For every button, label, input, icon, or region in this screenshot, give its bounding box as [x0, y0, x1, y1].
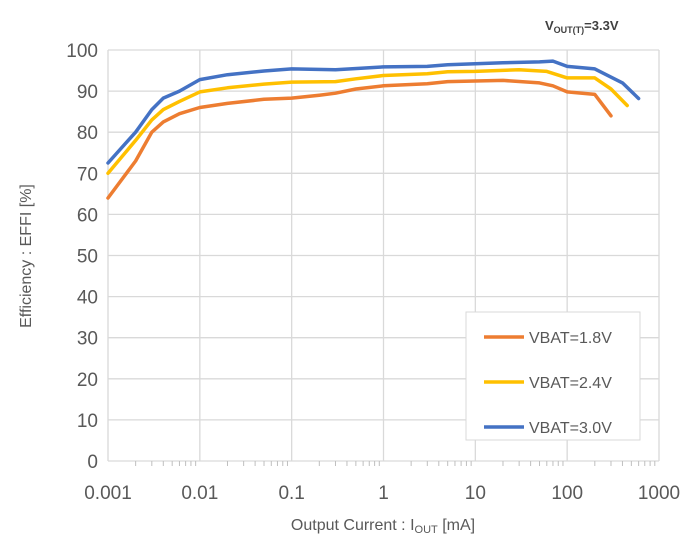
x-tick-label: 0.001	[84, 483, 132, 504]
y-tick-label: 50	[77, 247, 98, 268]
minor-ticks	[135, 461, 656, 466]
legend-label: VBAT=2.4V	[529, 375, 612, 392]
tick-labels: 0 10 20 30 40 50 60 70 80 90 100 0.001 0.01 0.1 1 10 100…	[66, 41, 680, 504]
y-tick-label: 100	[66, 41, 98, 62]
x-axis-label: Output Current : IOUT [mA]	[291, 517, 475, 536]
y-tick-label: 40	[77, 288, 98, 309]
y-tick-label: 60	[77, 205, 98, 226]
series-line-2	[106, 59, 641, 165]
x-tick-label: 1	[378, 483, 389, 504]
series-lines	[106, 59, 641, 200]
legend-box	[465, 311, 641, 441]
y-tick-label: 10	[77, 411, 98, 432]
x-tick-label: 0.1	[278, 483, 304, 504]
y-axis-label: Efficiency : EFFI [%]	[18, 184, 35, 328]
annotation: VOUT(T)=3.3V	[545, 18, 619, 35]
y-tick-label: 90	[77, 82, 98, 103]
series-line-0	[106, 78, 613, 200]
x-tick-label: 0.01	[181, 483, 218, 504]
y-tick-label: 0	[87, 452, 98, 473]
grid	[107, 49, 660, 462]
y-tick-label: 80	[77, 123, 98, 144]
series-line-1	[106, 67, 629, 176]
x-tick-label: 1000	[638, 483, 680, 504]
y-tick-label: 20	[77, 370, 98, 391]
legend-label: VBAT=3.0V	[529, 420, 612, 437]
y-tick-label: 70	[77, 164, 98, 185]
legend: VBAT=1.8V VBAT=2.4V VBAT=3.0V	[484, 330, 612, 437]
legend-label: VBAT=1.8V	[529, 330, 612, 347]
x-tick-label: 100	[551, 483, 583, 504]
y-tick-label: 30	[77, 329, 98, 350]
x-tick-label: 10	[465, 483, 486, 504]
